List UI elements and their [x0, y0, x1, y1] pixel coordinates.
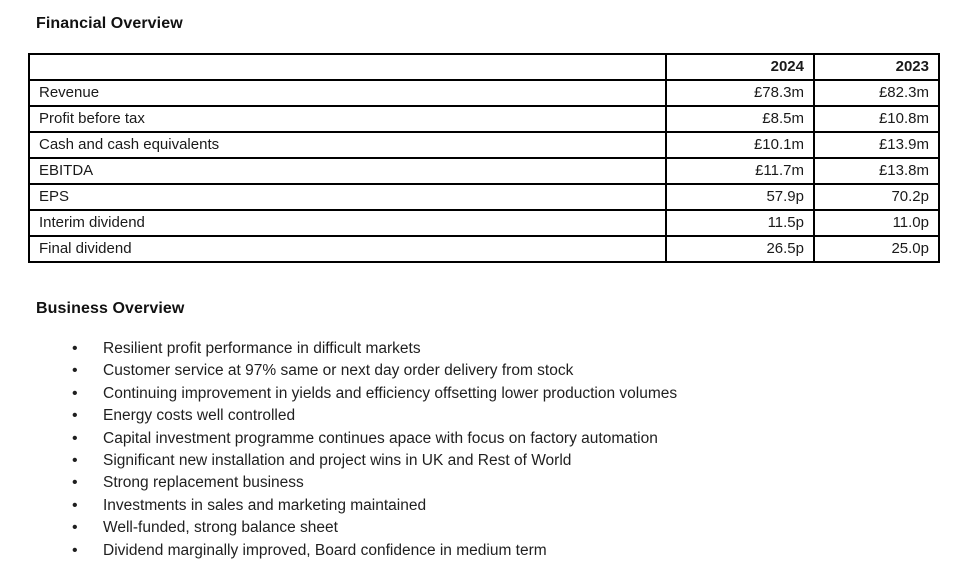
- value-2023: £10.8m: [813, 105, 940, 133]
- table-row: EPS 57.9p 70.2p: [28, 183, 940, 211]
- table-row: Final dividend 26.5p 25.0p: [28, 235, 940, 263]
- table-row: Revenue £78.3m £82.3m: [28, 79, 940, 107]
- table-row: EBITDA £11.7m £13.8m: [28, 157, 940, 185]
- value-2023: 11.0p: [813, 209, 940, 237]
- value-2024: 11.5p: [665, 209, 815, 237]
- financial-overview-title: Financial Overview: [36, 15, 183, 32]
- bullet-item: Well-funded, strong balance sheet: [68, 517, 677, 540]
- value-2023: £13.9m: [813, 131, 940, 159]
- bullet-item: Significant new installation and project…: [68, 450, 677, 473]
- value-2024: £8.5m: [665, 105, 815, 133]
- business-overview-title: Business Overview: [36, 300, 185, 317]
- bullet-item: Energy costs well controlled: [68, 405, 677, 428]
- table-row: Profit before tax £8.5m £10.8m: [28, 105, 940, 133]
- bullet-item: Customer service at 97% same or next day…: [68, 360, 677, 383]
- table-row: Cash and cash equivalents £10.1m £13.9m: [28, 131, 940, 159]
- table-header-2024: 2024: [665, 53, 815, 81]
- value-2023: £82.3m: [813, 79, 940, 107]
- row-label: EBITDA: [28, 157, 667, 185]
- financial-table: 2024 2023 Revenue £78.3m £82.3m Profit b…: [28, 53, 940, 263]
- value-2023: 25.0p: [813, 235, 940, 263]
- business-bullet-list: Resilient profit performance in difficul…: [68, 338, 677, 562]
- value-2023: £13.8m: [813, 157, 940, 185]
- table-header-row: 2024 2023: [28, 53, 940, 81]
- bullet-item: Continuing improvement in yields and eff…: [68, 383, 677, 406]
- bullet-item: Resilient profit performance in difficul…: [68, 338, 677, 361]
- table-row: Interim dividend 11.5p 11.0p: [28, 209, 940, 237]
- row-label: Profit before tax: [28, 105, 667, 133]
- row-label: Cash and cash equivalents: [28, 131, 667, 159]
- value-2023: 70.2p: [813, 183, 940, 211]
- row-label: Final dividend: [28, 235, 667, 263]
- bullet-item: Strong replacement business: [68, 472, 677, 495]
- row-label: Revenue: [28, 79, 667, 107]
- value-2024: £10.1m: [665, 131, 815, 159]
- value-2024: 57.9p: [665, 183, 815, 211]
- value-2024: £11.7m: [665, 157, 815, 185]
- value-2024: £78.3m: [665, 79, 815, 107]
- table-header-2023: 2023: [813, 53, 940, 81]
- row-label: Interim dividend: [28, 209, 667, 237]
- value-2024: 26.5p: [665, 235, 815, 263]
- table-header-empty: [28, 53, 667, 81]
- row-label: EPS: [28, 183, 667, 211]
- bullet-item: Investments in sales and marketing maint…: [68, 495, 677, 518]
- bullet-item: Capital investment programme continues a…: [68, 428, 677, 451]
- bullet-item: Dividend marginally improved, Board conf…: [68, 540, 677, 563]
